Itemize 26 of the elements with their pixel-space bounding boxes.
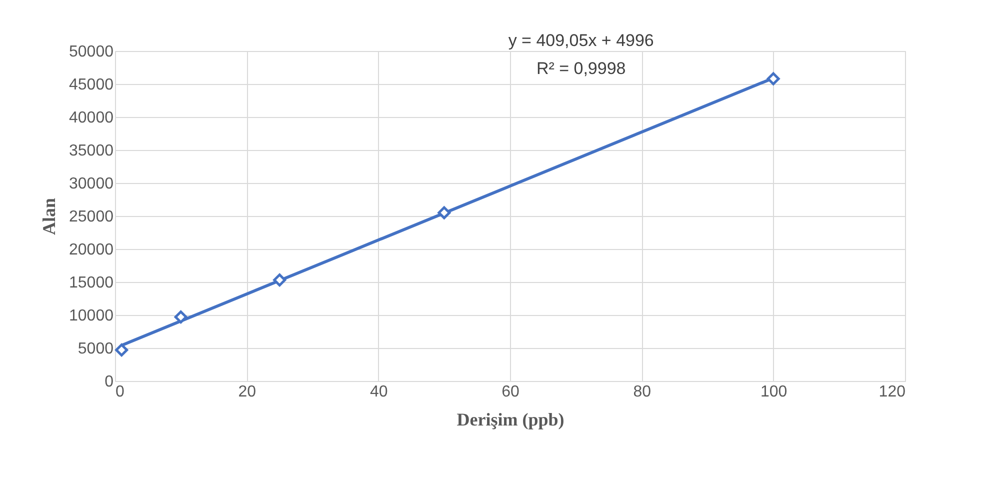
x-tick-label: 20 — [238, 384, 256, 400]
x-axis-title: Derişim (ppb) — [456, 410, 564, 430]
y-tick-label: 50000 — [69, 44, 114, 60]
point — [438, 206, 451, 220]
point — [115, 343, 128, 356]
x-tick-label: 120 — [878, 384, 906, 400]
x-tick-label: 100 — [760, 384, 788, 400]
point — [273, 274, 286, 287]
x-tick-label: 60 — [502, 384, 520, 400]
text: y = 409,05x + 4996 — [508, 31, 654, 50]
y-tick-label: 30000 — [69, 176, 114, 192]
y-tick-label: 15000 — [69, 274, 114, 292]
y-tick-label: 10000 — [69, 308, 114, 324]
x-tick-label: 40 — [370, 384, 388, 400]
point — [174, 310, 188, 324]
y-tick-label: 35000 — [69, 142, 114, 160]
y-tick-label: 5000 — [78, 340, 114, 358]
y-axis-title: Alan — [39, 198, 60, 236]
y-tick-label: 45000 — [69, 76, 114, 94]
point — [766, 72, 780, 86]
x-tick-label: 0 — [116, 384, 124, 400]
y-tick-label: 20000 — [69, 242, 114, 258]
annotation: R² = 0,9998 — [536, 59, 626, 78]
y-tick-label: 25000 — [69, 208, 114, 226]
x-tick-label: 80 — [633, 384, 652, 400]
y-tick-label: 40000 — [69, 110, 114, 126]
